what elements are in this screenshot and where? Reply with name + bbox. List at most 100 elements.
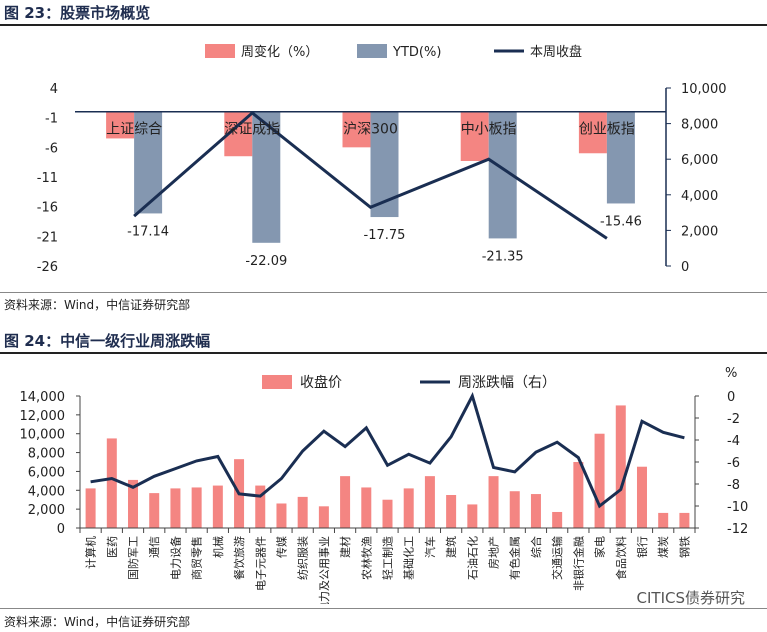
left-tick-label-2: 4,000 — [28, 484, 65, 499]
category-label-17: 建筑 — [444, 536, 458, 558]
right-tick-label-4: 8,000 — [681, 118, 718, 133]
category-label-23: 非银行金融 — [571, 536, 585, 591]
ytd-data-label-0: -17.14 — [127, 224, 169, 239]
category-label-15: 基础化工 — [402, 536, 416, 580]
right-tick-label-3: -6 — [727, 456, 740, 471]
close-price-bar-4 — [170, 488, 181, 528]
legend-label-0: 收盘价 — [300, 374, 342, 391]
figure-23-source: 资料来源：Wind，中信证券研究部 — [4, 298, 191, 312]
figure-24-title: 图 24：中信一级行业周涨跌幅 — [4, 332, 211, 350]
category-label-13: 农林牧渔 — [359, 536, 373, 580]
ytd-data-label-1: -22.09 — [245, 254, 287, 269]
category-label-25: 食品饮料 — [614, 536, 628, 580]
category-label-2: 沪深300 — [343, 122, 398, 138]
ytd-data-label-2: -17.75 — [364, 228, 406, 243]
right-tick-label-1: -2 — [727, 412, 740, 427]
close-price-bar-19 — [488, 476, 499, 528]
ytd-bar-2 — [370, 111, 399, 218]
close-price-bar-21 — [530, 494, 541, 528]
category-label-1: 医药 — [106, 536, 119, 558]
category-label-21: 综合 — [529, 536, 543, 558]
close-price-bar-18 — [467, 504, 478, 528]
category-label-9: 传媒 — [275, 536, 288, 558]
category-label-5: 商贸零售 — [190, 536, 204, 580]
close-price-bar-8 — [255, 485, 266, 528]
figure-23-title-rule — [0, 24, 767, 26]
chart1-category-labels: 上证综合 深证成指 沪深300 中小板指 创业板指 — [106, 122, 635, 138]
close-price-bar-1 — [106, 438, 117, 528]
left-tick-label-3: -11 — [37, 171, 58, 186]
close-price-bar-24 — [594, 433, 605, 528]
right-tick-label-2: -4 — [727, 434, 740, 449]
right-tick-label-5: -10 — [727, 500, 748, 515]
right-axis-unit: % — [725, 366, 737, 381]
left-tick-label-1: 2,000 — [28, 503, 65, 518]
left-tick-label-6: -26 — [37, 260, 58, 275]
category-label-8: 电子元器件 — [254, 536, 267, 591]
legend-label-1: YTD(%) — [392, 45, 441, 60]
right-tick-label-6: -12 — [727, 522, 748, 537]
left-tick-label-5: -21 — [37, 230, 58, 245]
left-tick-label-3: 6,000 — [28, 465, 65, 480]
close-price-bar-5 — [191, 487, 202, 528]
weekly-close-line — [133, 110, 608, 240]
weekly-change-bar-0 — [106, 111, 135, 139]
chart2-left-axis: 0 2,000 4,000 6,000 8,000 10,000 12,000 14,000 — [20, 390, 81, 537]
close-price-bar-11 — [318, 506, 329, 528]
chart1-right-axis: 0 2,000 4,000 6,000 8,000 10,000 — [665, 82, 727, 275]
close-price-bar-23 — [573, 462, 584, 528]
weekly-change-bar-3 — [460, 111, 489, 161]
legend-label-1: 周涨跌幅（右） — [458, 375, 556, 391]
legend-label-2: 本周收盘 — [530, 44, 582, 60]
figure-24-bottom-rule — [0, 608, 767, 609]
close-price-bar-16 — [424, 476, 435, 528]
chart-citic-industry-weekly-change: 收盘价 周涨跌幅（右） 0 2,000 4,000 6,000 8,000 10,000 12… — [20, 366, 749, 604]
right-tick-label-0: 0 — [727, 390, 735, 405]
close-price-bar-6 — [212, 485, 223, 528]
category-label-11: 电力及公用事业 — [318, 536, 331, 604]
close-price-bar-17 — [446, 495, 457, 528]
close-price-bar-12 — [340, 476, 351, 528]
close-price-bar-28 — [679, 512, 690, 528]
chart1-data-labels: -17.14 -22.09 -17.75 -21.35 -15.46 — [127, 214, 642, 268]
close-price-bar-0 — [85, 488, 96, 528]
right-tick-label-2: 4,000 — [681, 189, 718, 204]
category-label-18: 石油石化 — [465, 536, 479, 580]
chart2-category-labels: 计算机 医药 国防军工 通信 电力设备 商贸零售 机械 餐饮旅游 电子元器件 传媒 纺织服装 电力及公… — [84, 536, 692, 604]
ytd-data-label-3: -21.35 — [482, 249, 524, 264]
close-price-bar-15 — [403, 488, 414, 528]
left-tick-label-1: -1 — [45, 112, 58, 127]
right-tick-label-3: 6,000 — [681, 153, 718, 168]
chart1-line — [133, 110, 608, 240]
figure-23-title: 图 23：股票市场概览 — [4, 4, 151, 22]
category-label-0: 上证综合 — [106, 122, 162, 138]
chart-stock-market-overview: 周变化（%） YTD(%) 本周收盘 4 -1 -6 -11 -16 -21 -26 0 2,00… — [37, 44, 727, 275]
ytd-data-label-4: -15.46 — [600, 214, 642, 229]
category-label-4: 创业板指 — [579, 122, 635, 138]
left-tick-label-0: 4 — [50, 82, 58, 97]
left-tick-label-4: 8,000 — [28, 447, 65, 462]
category-label-27: 煤炭 — [657, 536, 670, 558]
close-price-bar-22 — [552, 511, 563, 528]
close-price-bar-27 — [658, 512, 669, 528]
left-tick-label-2: -6 — [45, 141, 58, 156]
category-label-24: 家电 — [593, 536, 607, 558]
close-price-bar-20 — [509, 491, 520, 528]
category-label-28: 钢铁 — [678, 536, 691, 558]
category-label-22: 交通运输 — [550, 536, 564, 580]
category-label-1: 深证成指 — [224, 122, 280, 138]
category-label-14: 轻工制造 — [381, 536, 395, 580]
ytd-bar-4 — [606, 111, 635, 204]
chart1-left-axis: 4 -1 -6 -11 -16 -21 -26 — [37, 82, 58, 275]
chart1-legend: 周变化（%） YTD(%) 本周收盘 — [205, 44, 582, 60]
close-price-bar-26 — [636, 466, 647, 528]
left-tick-label-0: 0 — [57, 522, 65, 537]
figure-24-source: 资料来源：Wind，中信证券研究部 — [4, 615, 191, 629]
chart2-legend: 收盘价 周涨跌幅（右） — [262, 374, 556, 391]
left-tick-label-7: 14,000 — [20, 390, 66, 405]
category-label-20: 有色金属 — [508, 536, 522, 580]
category-label-6: 机械 — [211, 536, 225, 558]
right-tick-label-5: 10,000 — [681, 82, 727, 97]
category-label-19: 房地产 — [487, 536, 501, 569]
right-tick-label-4: -8 — [727, 478, 740, 493]
